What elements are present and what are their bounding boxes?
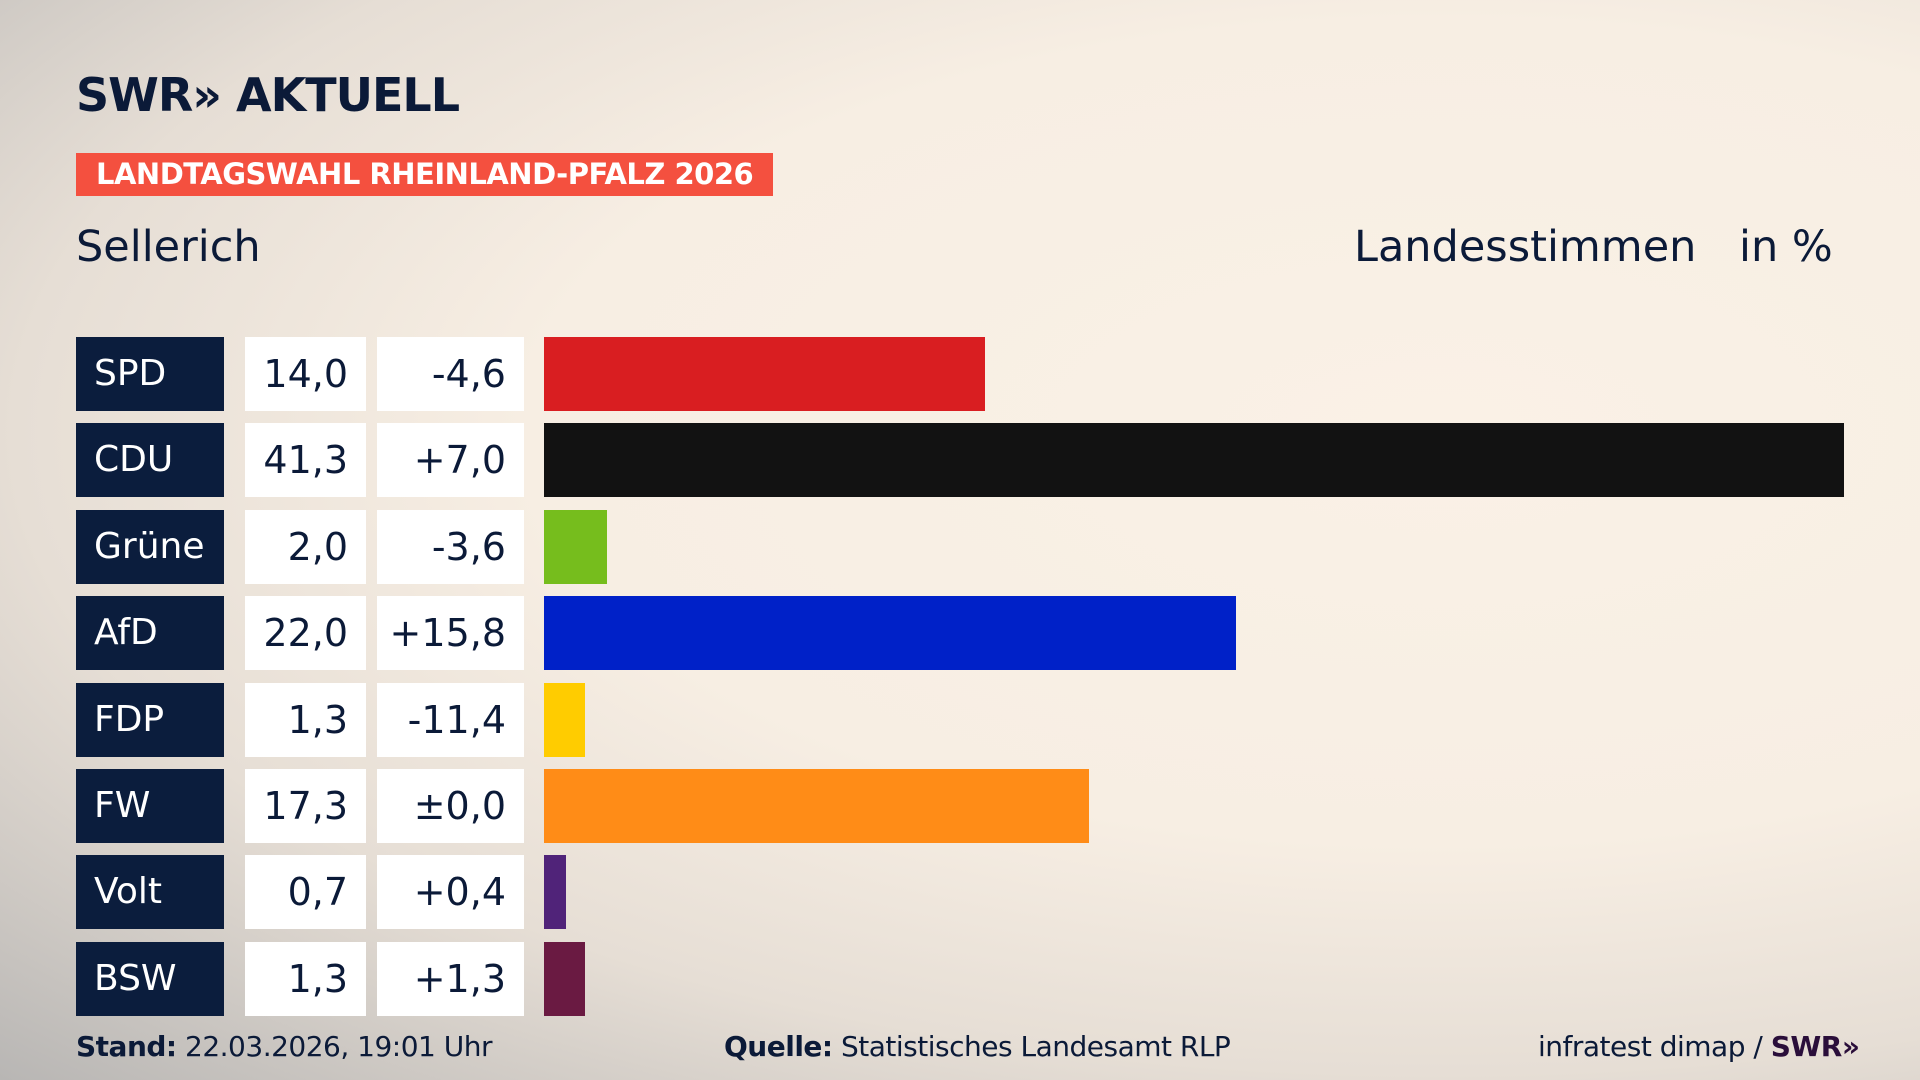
source-value: Statistisches Landesamt RLP <box>841 1030 1231 1063</box>
party-row: SPD 14,0 -4,6 <box>0 337 1920 411</box>
place-name: Sellerich <box>76 222 261 272</box>
party-diff: -11,4 <box>377 682 524 757</box>
party-diff: -4,6 <box>377 337 524 411</box>
party-value: 0,7 <box>245 855 366 930</box>
election-banner: LANDTAGSWAHL RHEINLAND-PFALZ 2026 <box>76 153 774 196</box>
party-value: 17,3 <box>245 769 366 843</box>
footer-credit: infratest dimap / SWR» <box>1538 1030 1860 1063</box>
footer-source: Quelle: Statistisches Landesamt RLP <box>724 1030 1231 1063</box>
party-diff: ±0,0 <box>377 769 524 843</box>
party-row: Grüne 2,0 -3,6 <box>0 509 1920 584</box>
party-bar <box>544 509 607 584</box>
swr-logo-small: SWR» <box>1770 1030 1860 1063</box>
stand-value: 22.03.2026, 19:01 Uhr <box>185 1030 492 1063</box>
party-row: BSW 1,3 +1,3 <box>0 941 1920 1016</box>
party-name: AfD <box>76 596 224 671</box>
party-bar <box>544 337 985 411</box>
credit-text: infratest dimap / <box>1538 1030 1763 1063</box>
party-value: 14,0 <box>245 337 366 411</box>
party-bar <box>544 682 585 757</box>
party-diff: -3,6 <box>377 509 524 584</box>
party-value: 1,3 <box>245 682 366 757</box>
party-bar <box>544 423 1844 498</box>
party-diff: +15,8 <box>377 596 524 671</box>
stand-label: Stand: <box>76 1030 177 1063</box>
party-value: 1,3 <box>245 941 366 1016</box>
party-bar <box>544 941 585 1016</box>
party-row: AfD 22,0 +15,8 <box>0 596 1920 671</box>
source-label: Quelle: <box>724 1030 833 1063</box>
party-bar <box>544 596 1237 671</box>
party-row: CDU 41,3 +7,0 <box>0 423 1920 498</box>
party-bar <box>544 855 567 930</box>
party-row: FDP 1,3 -11,4 <box>0 682 1920 757</box>
party-name: FDP <box>76 682 224 757</box>
party-name: SPD <box>76 337 224 411</box>
party-diff: +7,0 <box>377 423 524 498</box>
party-name: BSW <box>76 941 224 1016</box>
party-name: Volt <box>76 855 224 930</box>
party-bar <box>544 769 1089 843</box>
party-value: 41,3 <box>245 423 366 498</box>
party-row: FW 17,3 ±0,0 <box>0 769 1920 843</box>
party-name: FW <box>76 769 224 843</box>
party-value: 22,0 <box>245 596 366 671</box>
vote-type-label: Landesstimmen <box>1354 222 1697 272</box>
party-name: CDU <box>76 423 224 498</box>
party-diff: +0,4 <box>377 855 524 930</box>
party-row: Volt 0,7 +0,4 <box>0 855 1920 930</box>
unit-label: in % <box>1739 222 1833 272</box>
swr-aktuell-logo: SWR» AKTUELL <box>76 68 460 122</box>
party-name: Grüne <box>76 509 224 584</box>
party-value: 2,0 <box>245 509 366 584</box>
footer-stand: Stand: 22.03.2026, 19:01 Uhr <box>76 1030 492 1063</box>
party-diff: +1,3 <box>377 941 524 1016</box>
